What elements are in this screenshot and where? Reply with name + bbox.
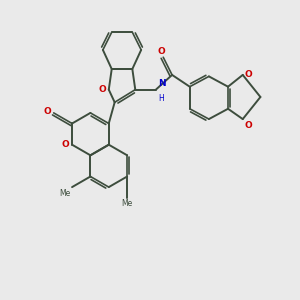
Text: Me: Me: [122, 199, 133, 208]
Text: O: O: [244, 70, 252, 80]
Text: N: N: [158, 79, 166, 88]
Text: O: O: [43, 107, 51, 116]
Text: O: O: [62, 140, 70, 149]
Text: H: H: [158, 94, 164, 103]
Text: O: O: [98, 85, 106, 94]
Text: Me: Me: [59, 189, 70, 198]
Text: O: O: [244, 121, 252, 130]
Text: O: O: [158, 47, 166, 56]
